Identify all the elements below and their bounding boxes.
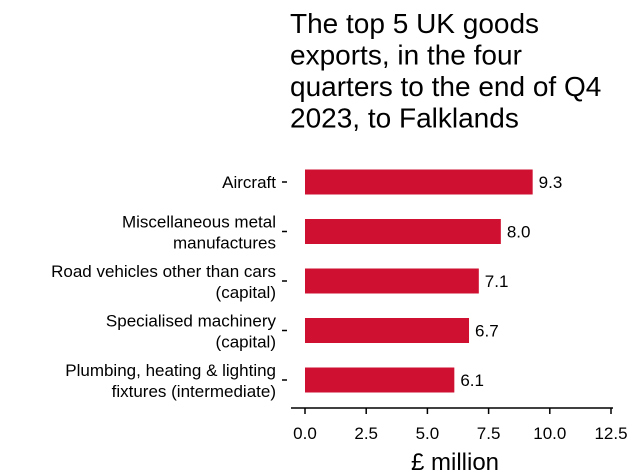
- chart-title-line: The top 5 UK goods: [290, 8, 539, 39]
- category-label: Road vehicles other than cars (capital): [51, 262, 276, 302]
- bars: [305, 169, 533, 393]
- x-tick-label: 12.5: [594, 424, 627, 443]
- category-labels: Aircraft Miscellaneous metal manufactures R…: [51, 173, 276, 401]
- x-axis-title: £ million: [411, 449, 499, 474]
- value-labels: 9.3 8.0 7.1 6.7 6.1: [460, 173, 562, 390]
- x-axis-ticks: [304, 408, 612, 414]
- y-axis-ticks: [282, 181, 287, 381]
- chart-title-line: 2023, to Falklands: [290, 103, 519, 134]
- x-tick-label: 0.0: [293, 424, 317, 443]
- bar: [305, 318, 470, 343]
- category-label: Plumbing, heating & lighting fixtures (in…: [65, 361, 276, 401]
- data-label: 6.1: [460, 371, 484, 390]
- category-label: Miscellaneous metal manufactures: [122, 213, 276, 253]
- data-label: 7.1: [485, 272, 509, 291]
- bar: [305, 219, 501, 244]
- category-label: Aircraft: [222, 173, 276, 192]
- category-label: Specialised machinery (capital): [106, 312, 277, 352]
- x-tick-label: 5.0: [416, 424, 440, 443]
- bar: [305, 169, 533, 195]
- chart-title-line: exports, in the four: [290, 40, 522, 71]
- x-tick-label: 10.0: [533, 424, 566, 443]
- chart-title: The top 5 UK goods exports, in the four qu…: [290, 8, 601, 134]
- data-label: 6.7: [475, 322, 499, 341]
- data-label: 8.0: [507, 223, 531, 242]
- bar: [305, 268, 479, 294]
- data-label: 9.3: [539, 173, 563, 192]
- chart-title-line: quarters to the end of Q4: [290, 71, 601, 102]
- x-tick-label: 7.5: [477, 424, 501, 443]
- bar: [305, 367, 455, 393]
- x-tick-label: 2.5: [354, 424, 378, 443]
- x-axis-tick-labels: 0.0 2.5 5.0 7.5 10.0 12.5: [293, 424, 627, 443]
